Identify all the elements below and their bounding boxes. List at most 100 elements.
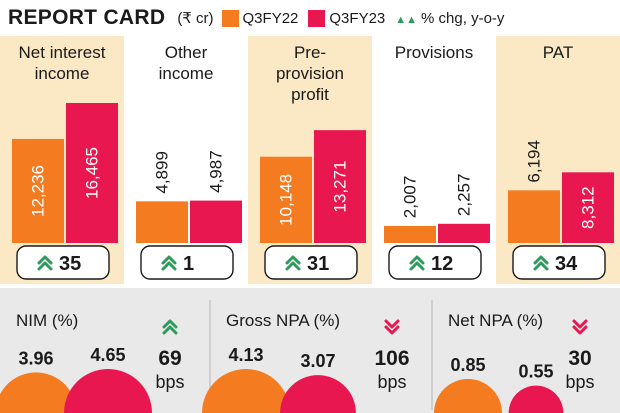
chevron-up-icon <box>162 319 178 335</box>
ratio-value: 0.85 <box>450 355 485 375</box>
change-bps-unit: bps <box>377 372 406 392</box>
data-label: 10,148 <box>277 174 296 226</box>
chevron-up-icon <box>37 255 53 271</box>
chevron-stroke <box>161 261 177 271</box>
main-bar-chart: Net interest income 12,236 16,465 35 Other inc… <box>0 36 620 284</box>
legend-swatch-q3fy22 <box>221 9 239 27</box>
chevron-stroke <box>409 255 425 265</box>
chevron-up-icon <box>409 255 425 271</box>
chevron-stroke <box>285 261 301 271</box>
chevron-up-icon <box>533 255 549 271</box>
ratio-value: 3.96 <box>18 348 53 368</box>
legend-label-q3fy22: Q3FY22 <box>242 9 299 27</box>
change-pill <box>512 245 606 280</box>
chevron-down-icon <box>572 319 588 335</box>
data-label: 2,007 <box>401 176 420 219</box>
category-label-line: provision <box>276 64 344 83</box>
change-value: 12 <box>431 253 453 275</box>
ratio-value: 4.65 <box>90 345 125 365</box>
chevron-stroke <box>533 255 549 265</box>
semicircle-nim--q3fy22 <box>0 372 77 413</box>
chevron-stroke <box>572 325 588 335</box>
semicircle-net-npa--q3fy23 <box>508 385 564 413</box>
category-label-line: income <box>159 64 214 83</box>
bar-other-income-q3fy22 <box>136 201 188 243</box>
category-label: Pre-provision profit <box>276 43 344 104</box>
bar-pre-provision-profit-q3fy22 <box>260 156 312 243</box>
bar-other-income-q3fy23 <box>190 200 242 243</box>
semicircle-net-npa--q3fy22 <box>434 379 502 413</box>
change-bps-unit: bps <box>565 372 594 392</box>
chevron-stroke <box>37 261 53 271</box>
chevron-stroke <box>162 325 178 335</box>
change-value: 34 <box>555 253 578 275</box>
chevron-stroke <box>161 255 177 265</box>
chevron-stroke <box>384 325 400 335</box>
category-label: PAT <box>543 43 574 62</box>
chevron-up-icon <box>285 255 301 271</box>
data-label: 4,899 <box>153 151 172 194</box>
bar-net-interest-income-q3fy22 <box>12 138 64 243</box>
change-bps-unit: bps <box>155 372 184 392</box>
legend-change-label: % chg, y-o-y <box>421 9 505 27</box>
change-bps-value: 69 <box>158 347 181 370</box>
change-pill <box>140 245 234 280</box>
semicircle-nim--q3fy23 <box>64 369 152 413</box>
change-value: 31 <box>307 253 329 275</box>
chevron-stroke <box>409 261 425 271</box>
data-label: 6,194 <box>525 140 544 183</box>
chevron-down-icon <box>384 319 400 335</box>
change-value: 35 <box>59 253 81 275</box>
chevron-stroke <box>572 319 588 329</box>
data-label: 12,236 <box>29 165 48 217</box>
chart-header: REPORT CARD (₹ cr) Q3FY22 Q3FY23 ▲▲% chg… <box>8 6 614 30</box>
category-label: Other income <box>159 43 214 83</box>
category-label-line: Pre- <box>294 43 326 62</box>
semicircle-gross-npa--q3fy23 <box>280 375 356 413</box>
chevron-stroke <box>37 255 53 265</box>
category-label: Net interest income <box>19 43 106 83</box>
bar-net-interest-income-q3fy23 <box>66 103 118 243</box>
unit-label: (₹ cr) <box>177 10 214 27</box>
bar-pre-provision-profit-q3fy23 <box>314 130 366 243</box>
category-label-line: profit <box>291 85 329 104</box>
bar-provisions-q3fy22 <box>384 225 436 243</box>
category-label: Provisions <box>395 43 473 62</box>
category-label-line: PAT <box>543 43 574 62</box>
data-label: 8,312 <box>579 186 598 229</box>
semicircle-gross-npa--q3fy22 <box>202 369 290 413</box>
ratio-title: Net NPA (%) <box>448 311 543 330</box>
legend-swatch-q3fy23 <box>308 9 326 27</box>
category-label-line: income <box>35 64 90 83</box>
chevron-up-icon: ▲▲ <box>395 13 418 26</box>
chevron-stroke <box>285 255 301 265</box>
chevron-stroke <box>533 261 549 271</box>
chart-title: REPORT CARD <box>8 6 166 29</box>
data-label: 13,271 <box>331 161 350 213</box>
chevron-stroke <box>384 319 400 329</box>
ratio-value: 4.13 <box>228 345 263 365</box>
ratio-title: Gross NPA (%) <box>226 311 340 330</box>
chevron-stroke <box>162 319 178 329</box>
category-label-line: Net interest <box>19 43 106 62</box>
ratio-value: 0.55 <box>518 362 553 382</box>
bar-pat-q3fy22 <box>508 190 560 243</box>
ratio-value: 3.07 <box>300 351 335 371</box>
legend-change: ▲▲% chg, y-o-y <box>395 10 504 27</box>
bar-pat-q3fy23 <box>562 172 614 243</box>
bar-provisions-q3fy23 <box>438 223 490 243</box>
data-label: 2,257 <box>455 174 474 217</box>
change-value: 1 <box>183 253 194 275</box>
data-label: 16,465 <box>83 147 102 199</box>
ratio-title: NIM (%) <box>16 311 78 330</box>
change-bps-value: 106 <box>374 347 409 370</box>
change-pill <box>388 245 482 280</box>
data-label: 4,987 <box>207 150 226 193</box>
change-pill <box>264 245 358 280</box>
change-bps-value: 30 <box>568 347 591 370</box>
category-label-line: Other <box>165 43 208 62</box>
chevron-up-icon <box>161 255 177 271</box>
change-pill <box>16 245 110 280</box>
